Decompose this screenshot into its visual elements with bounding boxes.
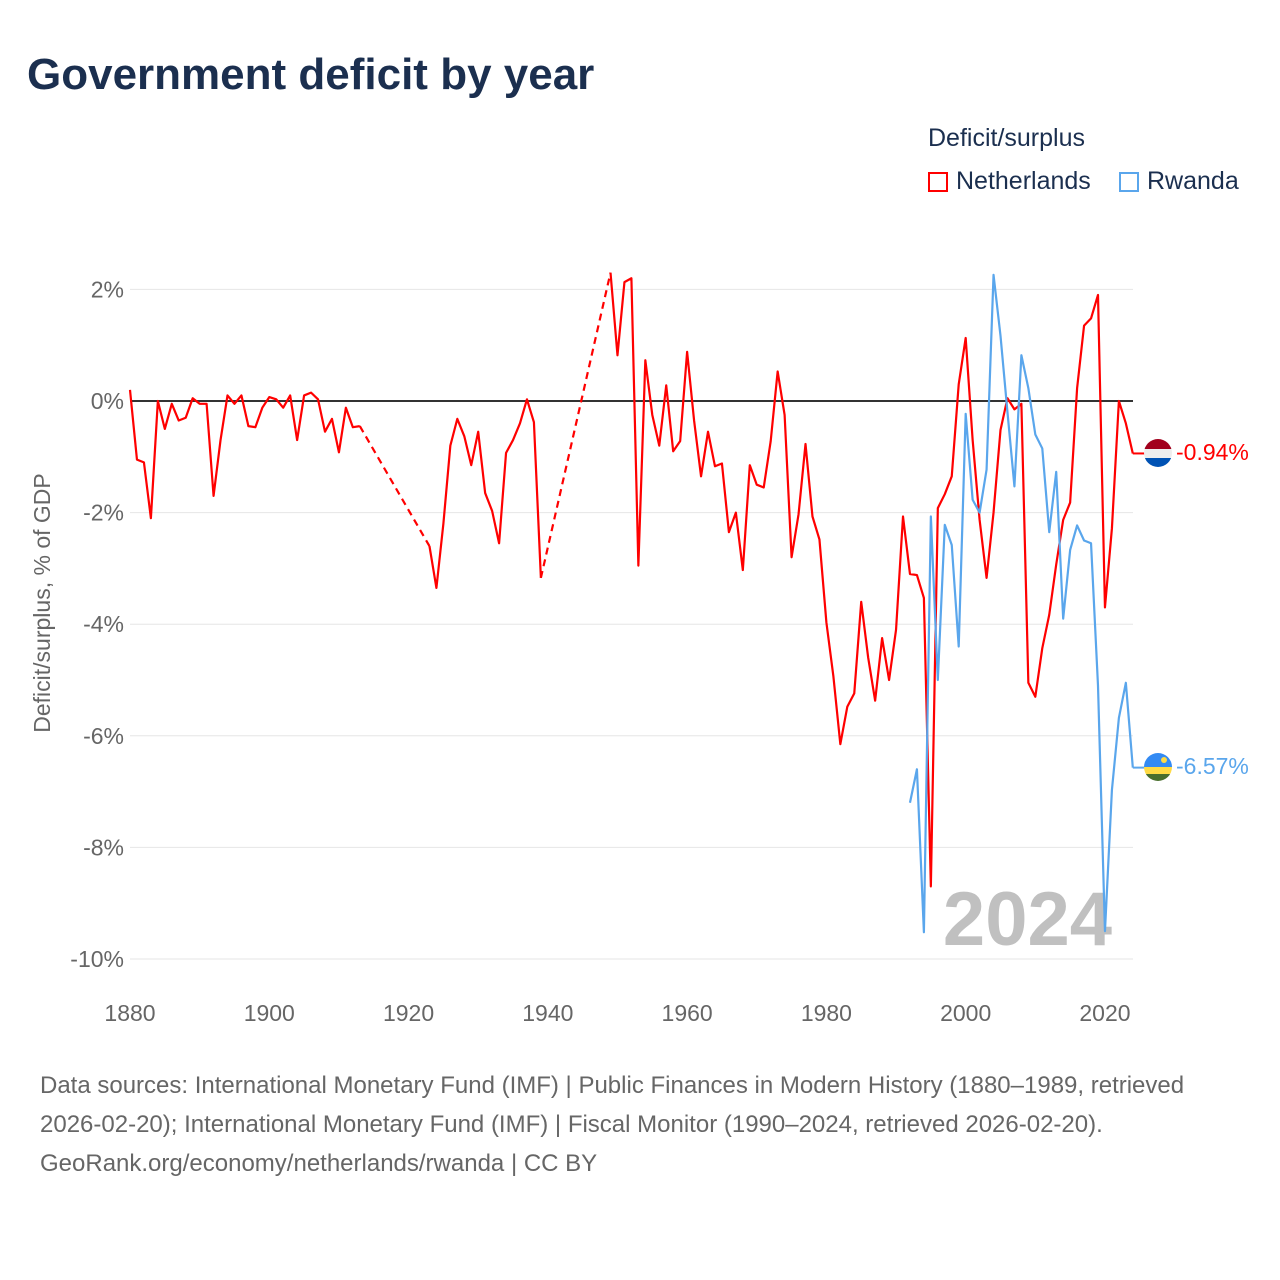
legend-item-netherlands[interactable]: Netherlands (928, 167, 1091, 196)
y-tick-label: -6% (83, 723, 124, 749)
rwanda-flag-icon (1144, 753, 1172, 781)
y-tick-label: 0% (91, 388, 124, 414)
line-chart: 2% 0% -2% -4% -6% -8% -10% 1880 1900 1920 1940 1960… (29, 272, 1249, 1026)
legend-title: Deficit/surplus (928, 124, 1085, 152)
y-tick-label: 2% (91, 276, 124, 302)
end-label-rwanda: -6.57% (1176, 753, 1249, 779)
legend-swatch (1119, 171, 1139, 192)
y-tick-label: -4% (83, 611, 124, 637)
credit-link[interactable]: GeoRank.org/economy/netherlands/rwanda |… (40, 1150, 598, 1177)
legend-swatch (928, 171, 948, 192)
data-sources: Data sources: International Monetary Fun… (40, 1072, 1185, 1138)
y-tick-label: -10% (70, 946, 124, 972)
rwanda-line (908, 273, 1134, 934)
chart-title: Government deficit by year (27, 50, 595, 99)
x-tick-label: 2020 (1079, 1000, 1130, 1026)
x-tick-label: 2000 (940, 1000, 991, 1026)
footer: Data sources: International Monetary Fun… (40, 1066, 1240, 1183)
y-tick-label: -8% (83, 834, 124, 860)
x-tick-label: 1980 (801, 1000, 852, 1026)
netherlands-interpolated-line (358, 425, 431, 547)
netherlands-interpolated-line (539, 272, 612, 579)
netherlands-flag-icon (1144, 439, 1172, 467)
legend-label: Netherlands (956, 167, 1091, 195)
netherlands-line (609, 272, 1134, 888)
x-tick-label: 1900 (244, 1000, 295, 1026)
x-tick-label: 1960 (662, 1000, 713, 1026)
year-watermark: 2024 (943, 877, 1112, 962)
legend-label: Rwanda (1147, 167, 1239, 195)
x-tick-label: 1920 (383, 1000, 434, 1026)
netherlands-line (128, 389, 360, 520)
x-tick-label: 1880 (104, 1000, 155, 1026)
y-tick-label: -2% (83, 500, 124, 526)
x-tick-label: 1940 (522, 1000, 573, 1026)
end-label-netherlands: -0.94% (1176, 439, 1249, 465)
netherlands-line (428, 398, 542, 590)
legend-item-rwanda[interactable]: Rwanda (1119, 167, 1239, 196)
y-axis-label: Deficit/surplus, % of GDP (29, 473, 55, 732)
